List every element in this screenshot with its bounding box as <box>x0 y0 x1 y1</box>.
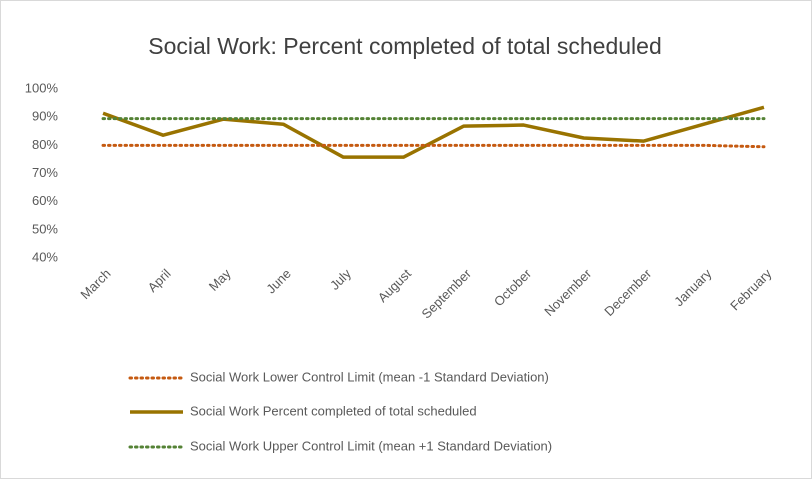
y-tick-label: 100% <box>25 80 59 95</box>
series-line <box>102 105 765 159</box>
y-tick-label: 40% <box>32 249 58 264</box>
legend-label: Social Work Lower Control Limit (mean -1… <box>190 369 549 384</box>
legend-label: Social Work Upper Control Limit (mean +1… <box>190 438 552 453</box>
legend-label: Social Work Percent completed of total s… <box>190 403 477 418</box>
chart-title: Social Work: Percent completed of total … <box>148 33 662 59</box>
y-tick-label: 50% <box>32 221 58 236</box>
y-tick-label: 70% <box>32 165 58 180</box>
y-tick-label: 60% <box>32 193 58 208</box>
y-tick-label: 90% <box>32 109 58 124</box>
series-line <box>101 143 766 149</box>
y-tick-label: 80% <box>32 137 58 152</box>
